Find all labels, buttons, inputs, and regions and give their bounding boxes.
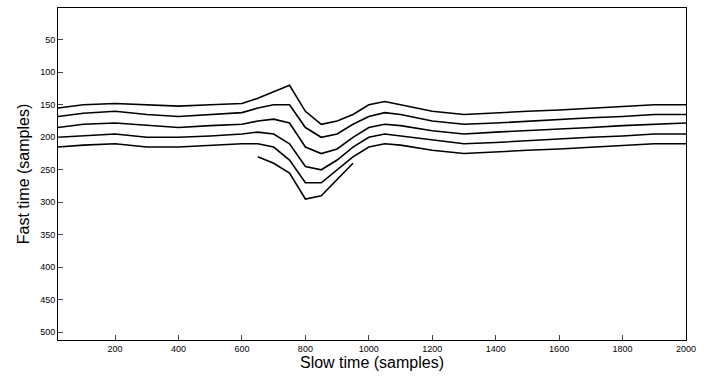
- svg-text:1800: 1800: [613, 344, 633, 354]
- svg-text:1200: 1200: [422, 344, 442, 354]
- svg-text:50: 50: [45, 35, 55, 45]
- svg-text:450: 450: [40, 295, 55, 305]
- svg-text:200: 200: [108, 344, 123, 354]
- svg-text:250: 250: [40, 165, 55, 175]
- svg-text:800: 800: [298, 344, 313, 354]
- svg-text:350: 350: [40, 230, 55, 240]
- svg-text:100: 100: [40, 67, 55, 77]
- svg-text:400: 400: [171, 344, 186, 354]
- svg-text:Fast time (samples): Fast time (samples): [15, 104, 32, 244]
- svg-text:1000: 1000: [359, 344, 379, 354]
- svg-text:1600: 1600: [549, 344, 569, 354]
- svg-text:150: 150: [40, 100, 55, 110]
- svg-text:Slow time (samples): Slow time (samples): [300, 354, 444, 371]
- svg-text:2000: 2000: [676, 344, 696, 354]
- svg-text:400: 400: [40, 262, 55, 272]
- svg-text:600: 600: [234, 344, 249, 354]
- svg-text:200: 200: [40, 132, 55, 142]
- svg-text:300: 300: [40, 197, 55, 207]
- svg-text:500: 500: [40, 327, 55, 337]
- svg-text:1400: 1400: [486, 344, 506, 354]
